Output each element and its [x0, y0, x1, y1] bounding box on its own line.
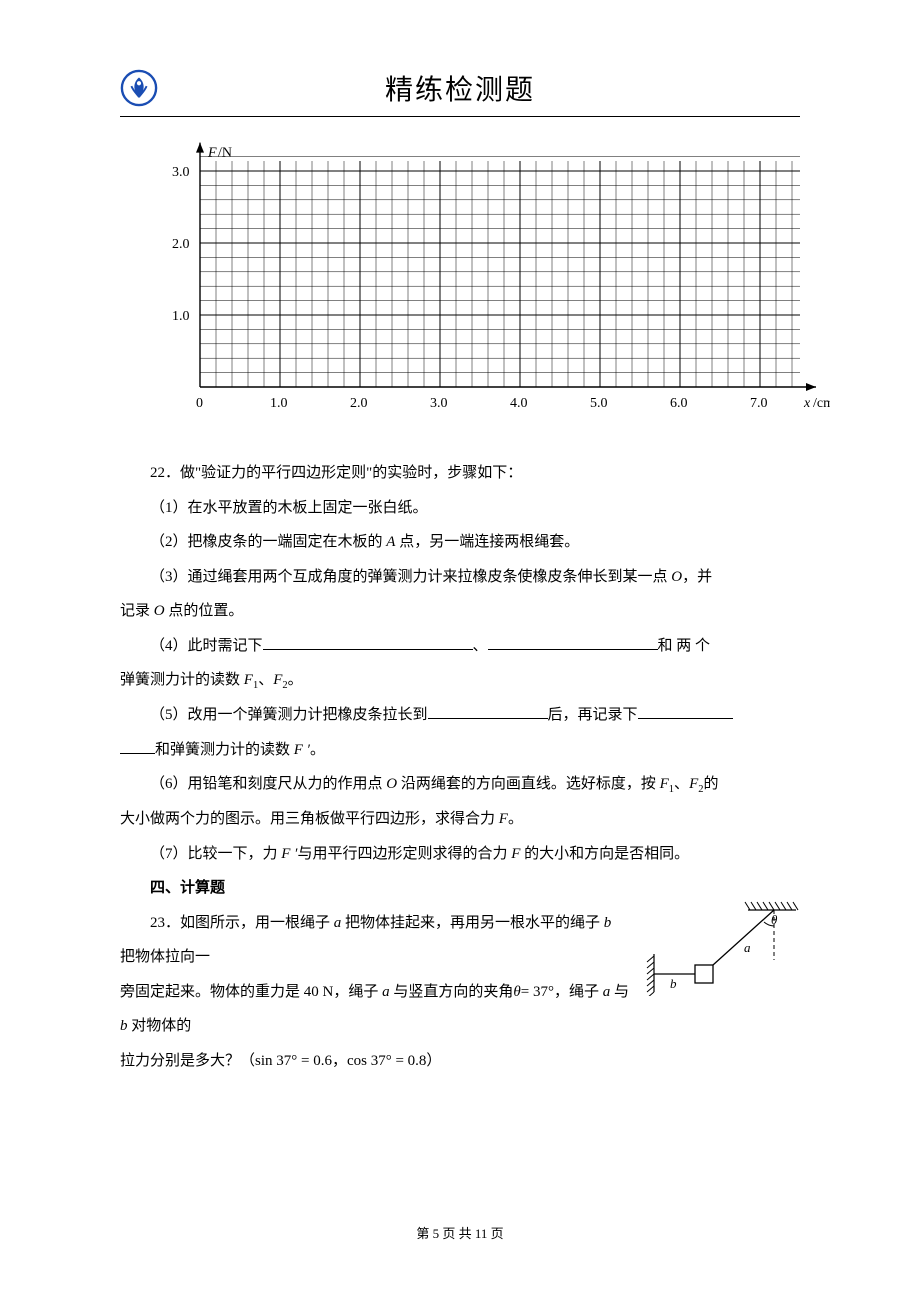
svg-text:3.0: 3.0 — [430, 396, 448, 411]
svg-text:x: x — [803, 396, 811, 411]
svg-text:a: a — [744, 940, 751, 955]
svg-text:1.0: 1.0 — [270, 396, 288, 411]
page-title: 精练检测题 — [120, 68, 800, 108]
q22-s4: （4）此时需记下、和 两 个 — [120, 629, 800, 664]
q22-s3: （3）通过绳套用两个互成角度的弹簧测力计来拉橡皮条使橡皮条伸长到某一点 O，并 — [120, 560, 800, 595]
q22-s7: （7）比较一下，力 F ′与用平行四边形定则求得的合力 F 的大小和方向是否相同… — [120, 837, 800, 872]
q22-s6: （6）用铅笔和刻度尺从力的作用点 O 沿两绳套的方向画直线。选好标度，按 F1、… — [120, 767, 800, 802]
svg-text:6.0: 6.0 — [670, 396, 688, 411]
svg-text:3.0: 3.0 — [172, 165, 190, 180]
svg-text:2.0: 2.0 — [172, 237, 190, 252]
q22-s5: （5）改用一个弹簧测力计把橡皮条拉长到后，再记录下 — [120, 698, 800, 733]
blank-1 — [263, 635, 473, 650]
q22-intro: 22．做"验证力的平行四边形定则"的实验时，步骤如下： — [120, 456, 800, 491]
blank-2 — [488, 635, 658, 650]
q23-diagram: θ a b — [640, 896, 800, 996]
blank-4 — [638, 704, 733, 719]
q22-s2: （2）把橡皮条的一端固定在木板的 A 点，另一端连接两根绳套。 — [120, 525, 800, 560]
blank-5 — [120, 739, 155, 754]
page-footer: 第 5 页 共 11 页 — [0, 1223, 920, 1242]
question-22: 22．做"验证力的平行四边形定则"的实验时，步骤如下： （1）在水平放置的木板上… — [120, 456, 800, 1078]
svg-text:1.0: 1.0 — [172, 309, 190, 324]
svg-text:θ: θ — [771, 912, 778, 927]
blank-3 — [428, 704, 548, 719]
svg-text:0: 0 — [196, 396, 203, 411]
svg-text:/N: /N — [218, 146, 232, 161]
svg-text:7.0: 7.0 — [750, 396, 768, 411]
grid-chart: 1.02.03.001.02.03.04.05.06.07.0F/Nx/cm — [150, 127, 800, 432]
q22-s1: （1）在水平放置的木板上固定一张白纸。 — [120, 491, 800, 526]
svg-text:5.0: 5.0 — [590, 396, 608, 411]
q22-s3b: 记录 O 点的位置。 — [120, 594, 800, 629]
svg-text:2.0: 2.0 — [350, 396, 368, 411]
svg-text:/cm: /cm — [813, 396, 830, 411]
svg-text:F: F — [207, 146, 217, 161]
q22-s4b: 弹簧测力计的读数 F1、F2。 — [120, 663, 800, 698]
header-divider — [120, 116, 800, 117]
q23-line3: 拉力分别是多大？（sin 37° = 0.6，cos 37° = 0.8） — [120, 1044, 800, 1079]
q22-s6b: 大小做两个力的图示。用三角板做平行四边形，求得合力 F。 — [120, 802, 800, 837]
q22-s5b: 和弹簧测力计的读数 F ′。 — [120, 733, 800, 768]
svg-text:b: b — [670, 976, 677, 991]
svg-text:4.0: 4.0 — [510, 396, 528, 411]
header: 精练检测题 — [120, 68, 800, 108]
